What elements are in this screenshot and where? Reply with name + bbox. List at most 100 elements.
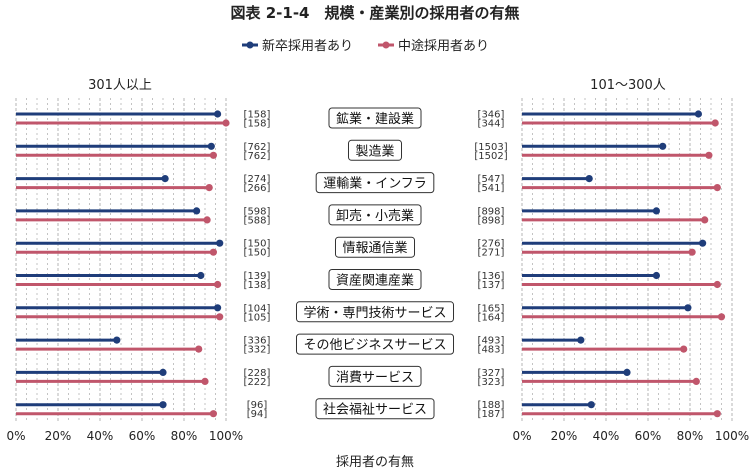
category-label-text: 運輸業・インフラ [323, 176, 427, 192]
sample-size-label: [1503] [474, 142, 507, 153]
category-label: 資産関連産業 [328, 269, 422, 290]
point-mid-career [209, 410, 217, 418]
sample-size-label: [323] [478, 377, 505, 388]
point-mid-career [701, 216, 709, 224]
legend: 新卒採用者あり 中途採用者あり [242, 38, 489, 54]
point-new-grad [216, 239, 224, 247]
sample-size-label: [327] [478, 368, 505, 379]
point-new-grad [159, 401, 167, 409]
panel-right: 0% 20% 40% 60% 80% 100% [346][344] [1503][1502]… [474, 98, 749, 443]
sample-size-label: [94] [247, 409, 268, 420]
point-new-grad [585, 175, 593, 183]
sample-size-label: [138] [244, 280, 271, 291]
category-label-box [328, 204, 422, 226]
sample-size-label: [588] [244, 215, 271, 226]
category-label-text: 製造業 [355, 143, 394, 159]
point-mid-career [214, 280, 222, 289]
sample-size-label: [336] [244, 336, 271, 347]
sample-size-label: [150] [244, 248, 271, 259]
sample-size-label: [266] [244, 183, 271, 194]
sample-size-label: [158] [244, 110, 271, 121]
category-label-box [295, 333, 455, 355]
point-mid-career [713, 280, 721, 289]
sample-size-label: [136] [478, 271, 505, 282]
point-mid-career [717, 313, 726, 321]
category-label: 学術・専門技術サービス [295, 301, 455, 323]
x-tick-label: 100% [715, 429, 749, 443]
category-label-box [315, 398, 435, 420]
category-label-box [328, 269, 422, 290]
category-label: 社会福祉サービス [315, 398, 435, 420]
sample-size-label: [222] [244, 377, 271, 388]
category-label: 卸売・小売業 [328, 204, 422, 226]
category-labels: 鉱業・建設業製造業運輸業・インフラ卸売・小売業情報通信業資産関連産業学術・専門技… [295, 107, 455, 420]
sample-size-label: [332] [244, 345, 271, 356]
x-tick-label: 20% [551, 429, 578, 443]
point-new-grad [214, 304, 222, 312]
sample-size-label: [276] [478, 239, 505, 250]
sample-size-label: [164] [478, 312, 505, 323]
point-mid-career [713, 410, 721, 418]
legend-marker-mid-career [382, 41, 390, 49]
point-mid-career [205, 184, 213, 192]
sample-size-label: [96] [247, 400, 268, 411]
category-label: 製造業 [347, 139, 403, 161]
point-new-grad [684, 304, 692, 312]
point-new-grad [652, 207, 661, 215]
point-mid-career [195, 345, 203, 353]
category-label: 運輸業・インフラ [315, 172, 435, 194]
point-new-grad [113, 336, 121, 344]
sample-size-label: [483] [478, 345, 505, 356]
point-mid-career [201, 377, 209, 385]
sample-size-label: [346] [478, 110, 505, 121]
point-new-grad [161, 175, 169, 183]
sample-size-label: [541] [478, 183, 505, 194]
category-label-text: 卸売・小売業 [336, 208, 414, 224]
point-new-grad [659, 142, 667, 150]
panel-title-right: 101～300人 [590, 78, 666, 93]
point-mid-career [705, 151, 713, 159]
point-mid-career [692, 377, 700, 385]
x-tick-label: 60% [635, 429, 662, 443]
category-label-box [347, 139, 403, 161]
point-new-grad [207, 142, 215, 150]
category-label-text: その他ビジネスサービス [303, 338, 446, 353]
sample-size-label: [158] [244, 119, 271, 130]
category-label: その他ビジネスサービス [295, 333, 455, 355]
category-label: 鉱業・建設業 [328, 107, 422, 129]
sample-size-label: [228] [244, 368, 271, 379]
point-new-grad [159, 368, 167, 376]
point-new-grad [197, 271, 205, 280]
point-new-grad [694, 110, 703, 118]
category-label-text: 資産関連産業 [336, 273, 414, 289]
x-tick-label: 60% [129, 429, 156, 443]
sample-size-label: [762] [244, 151, 271, 162]
sample-size-label: [139] [244, 271, 271, 282]
category-label-text: 社会福祉サービス [323, 402, 427, 418]
point-new-grad [577, 336, 585, 344]
point-mid-career [209, 151, 217, 159]
x-tick-label: 20% [45, 429, 72, 443]
sample-size-label: [137] [478, 280, 505, 291]
category-label: 情報通信業 [334, 236, 416, 258]
sample-size-label: [598] [244, 206, 271, 217]
sample-size-label: [547] [478, 174, 505, 185]
category-label-box [328, 365, 422, 387]
category-label-text: 学術・専門技術サービス [303, 305, 446, 321]
point-mid-career [688, 248, 696, 256]
category-label: 消費サービス [328, 365, 422, 387]
legend-label-mid-career: 中途採用者あり [398, 38, 489, 54]
category-label-text: 鉱業・建設業 [336, 111, 414, 127]
x-axis-label: 採用者の有無 [336, 455, 414, 470]
point-new-grad [214, 110, 222, 118]
sample-size-label: [493] [478, 336, 505, 347]
sample-size-label: [1502] [474, 151, 507, 162]
point-mid-career [711, 119, 719, 127]
point-mid-career [680, 345, 688, 353]
point-new-grad [587, 401, 595, 409]
x-tick-label: 100% [209, 429, 243, 443]
x-tick-label: 80% [677, 429, 704, 443]
legend-item-new-grad: 新卒採用者あり [242, 38, 353, 54]
category-label-box [315, 172, 435, 194]
